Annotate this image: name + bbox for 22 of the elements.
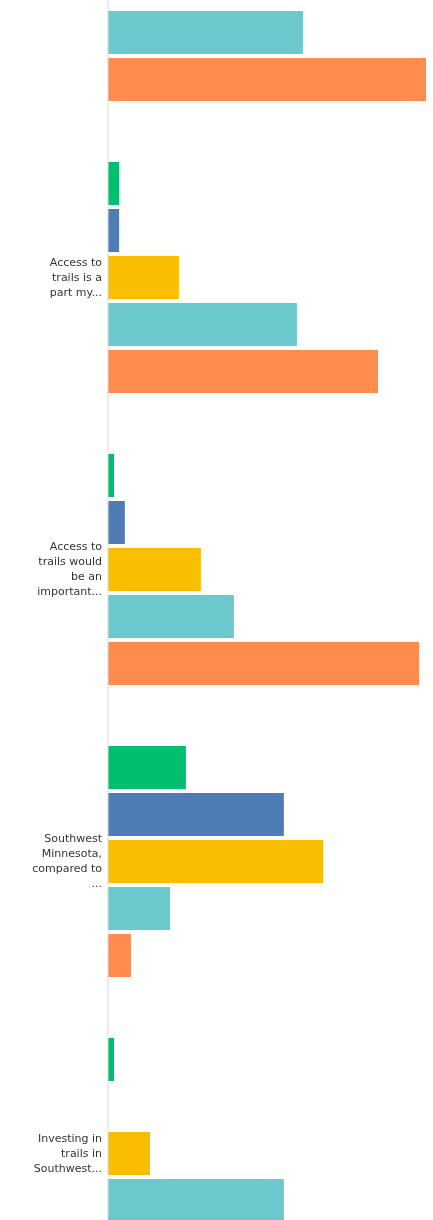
bar: [108, 642, 419, 685]
bar: [108, 303, 297, 346]
bar: [108, 934, 131, 977]
bar: [108, 887, 171, 930]
bar: [108, 58, 426, 101]
y-tick-label: Investing in trails in Southwest...: [33, 1131, 103, 1175]
bar: [108, 350, 378, 393]
bar: [108, 501, 125, 544]
bar: [108, 1132, 150, 1175]
bar: [108, 548, 201, 591]
bar: [108, 746, 186, 789]
bar: [108, 1179, 284, 1220]
bar: [108, 209, 120, 252]
bar: [108, 162, 120, 205]
bar: [108, 11, 303, 54]
bar: [108, 595, 234, 638]
y-tick-label: Access to trails is a part my...: [49, 255, 103, 299]
y-tick-label: Access to trails would be an important...: [37, 540, 103, 598]
bar: [108, 793, 284, 836]
y-tick-label: Southwest Minnesota, compared to ...: [32, 832, 103, 890]
bar: [108, 256, 179, 299]
bar: [108, 840, 323, 883]
